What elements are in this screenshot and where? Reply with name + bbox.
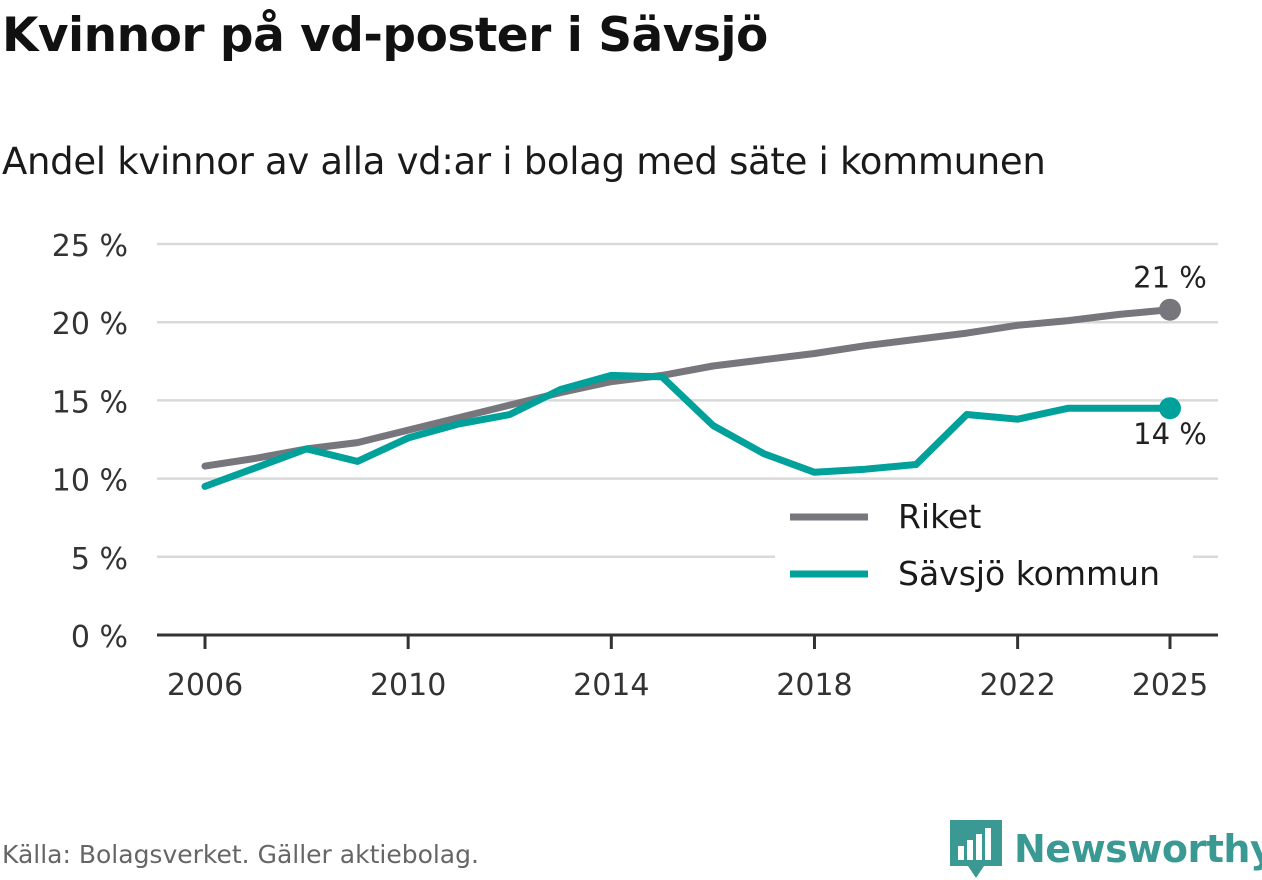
brand-name: Newsworthy	[1014, 827, 1262, 871]
series-line-riket	[201, 306, 1174, 470]
x-tick-label: 2010	[370, 668, 446, 703]
series-end-dot	[1159, 397, 1181, 420]
end-value-label: 21 %	[1133, 261, 1207, 295]
series-line-savsjo	[201, 371, 1174, 490]
legend-background	[775, 492, 1193, 602]
y-tick-label: 10 %	[52, 464, 128, 499]
x-tick-label: 2006	[167, 668, 243, 703]
chart-title: Kvinnor på vd-poster i Sävsjö	[2, 8, 768, 63]
data-labels: 21 % 14 %	[1133, 261, 1207, 452]
axes: 0 % 5 % 10 % 15 % 20 % 25 % 2006 2010 2014 2018 20…	[52, 229, 1218, 703]
end-value-label: 14 %	[1133, 417, 1207, 451]
y-tick-label: 5 %	[71, 542, 128, 577]
x-tick-label: 2022	[979, 668, 1055, 703]
brand-logo: Newsworthy	[950, 818, 1262, 880]
y-tick-label: 15 %	[52, 385, 128, 420]
legend: Riket Sävsjö kommun	[775, 492, 1193, 602]
source-note: Källa: Bolagsverket. Gäller aktiebolag.	[2, 840, 479, 869]
x-tick-label: 2025	[1132, 668, 1208, 703]
chart-subtitle: Andel kvinnor av alla vd:ar i bolag med …	[2, 140, 1046, 183]
x-tick-label: 2018	[776, 668, 852, 703]
y-tick-label: 0 %	[71, 620, 128, 655]
x-tick-label: 2014	[573, 668, 649, 703]
y-tick-label: 20 %	[52, 307, 128, 342]
legend-label: Sävsjö kommun	[898, 554, 1160, 593]
legend-label: Riket	[898, 497, 981, 536]
series-lines	[201, 298, 1181, 490]
y-tick-label: 25 %	[52, 229, 128, 264]
series-end-dot	[1159, 298, 1181, 321]
newsworthy-logo-icon	[950, 820, 1002, 878]
